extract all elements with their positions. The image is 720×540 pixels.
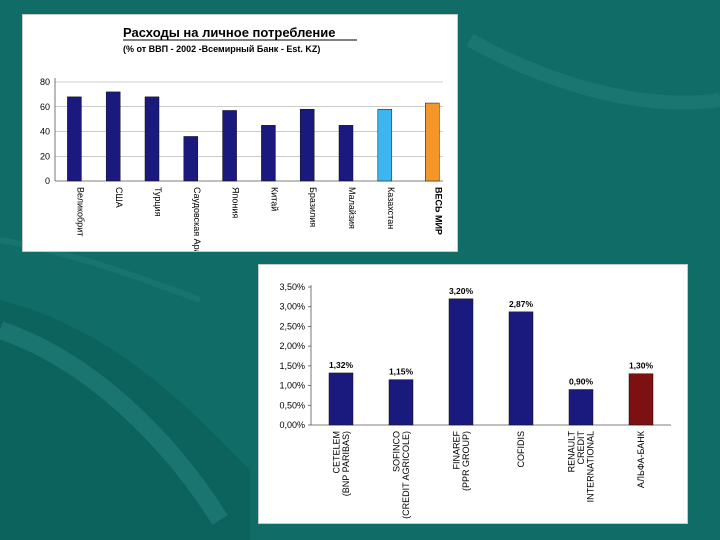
bar bbox=[338, 125, 354, 182]
category-label: RENAULT bbox=[567, 431, 577, 473]
category-labels: CETELEM (BNP PARIBAS) SOFINCO (CREDIT AGRIC… bbox=[331, 430, 646, 519]
category-label: COFIDIS bbox=[516, 431, 526, 468]
category-label: Япония bbox=[231, 187, 241, 218]
bar bbox=[261, 125, 276, 182]
y-axis: 0,00% 0,50% 1,00% 1,50% 2,00% 2,50% 3,00% 3,50% bbox=[279, 282, 671, 430]
bar bbox=[328, 372, 354, 426]
category-label: Казахстан bbox=[386, 187, 396, 229]
category-label: АЛЬФА-БАНК bbox=[636, 430, 646, 488]
y-tick-label: 60 bbox=[40, 102, 50, 112]
bar bbox=[425, 102, 440, 182]
bar bbox=[144, 96, 160, 182]
category-label: США bbox=[114, 187, 124, 208]
bar bbox=[628, 373, 654, 426]
bar bbox=[183, 136, 199, 182]
data-labels: 1,32% 1,15% 3,20% 2,87% 0,90% 1,30% bbox=[329, 286, 654, 387]
chart-title: Расходы на личное потребление bbox=[123, 25, 336, 40]
y-tick-label: 40 bbox=[40, 127, 50, 137]
y-tick-label: 20 bbox=[40, 151, 50, 161]
category-label: SOFINCO bbox=[391, 431, 401, 472]
category-label: ВЕСЬ МИР bbox=[433, 187, 443, 235]
y-tick-label: 0,50% bbox=[279, 400, 305, 410]
category-label: CREDIT bbox=[576, 430, 586, 464]
data-label: 0,90% bbox=[569, 377, 594, 387]
category-label: Малайзия bbox=[347, 187, 357, 229]
y-tick-label: 2,00% bbox=[279, 341, 305, 351]
category-label: CETELEM bbox=[331, 431, 341, 474]
bar bbox=[377, 108, 393, 182]
consumption-chart-panel: Расходы на личное потребление (% от ВВП … bbox=[22, 14, 458, 252]
category-label: Турция bbox=[153, 187, 163, 217]
bar bbox=[105, 91, 121, 182]
category-label: INTERNATIONAL bbox=[586, 431, 596, 502]
category-label: Великобрит bbox=[75, 187, 85, 236]
category-label: (CREDIT AGRICOLE) bbox=[401, 431, 411, 519]
bar bbox=[568, 389, 594, 426]
bar bbox=[388, 379, 414, 426]
bar bbox=[222, 110, 237, 182]
category-labels: Великобрит США Турция Саудовская Аравия Япон… bbox=[75, 187, 443, 251]
bar bbox=[299, 108, 315, 182]
y-tick-label: 3,50% bbox=[279, 282, 305, 292]
y-tick-label: 80 bbox=[40, 77, 50, 87]
y-tick-label: 2,50% bbox=[279, 321, 305, 331]
data-label: 1,32% bbox=[329, 360, 354, 370]
category-label: (PPR GROUP) bbox=[461, 431, 471, 491]
data-label: 1,15% bbox=[389, 367, 414, 377]
chart-subtitle: (% от ВВП - 2002 -Всемирный Банк - Est. … bbox=[123, 44, 320, 54]
bars bbox=[328, 298, 654, 426]
data-label: 1,30% bbox=[629, 361, 654, 371]
category-label: FINAREF bbox=[451, 431, 461, 470]
lenders-chart-panel: 0,00% 0,50% 1,00% 1,50% 2,00% 2,50% 3,00% 3,50%… bbox=[258, 264, 688, 524]
data-label: 2,87% bbox=[509, 299, 534, 309]
lenders-chart: 0,00% 0,50% 1,00% 1,50% 2,00% 2,50% 3,00% 3,50%… bbox=[279, 282, 671, 519]
bar bbox=[508, 311, 534, 426]
y-tick-label: 0,00% bbox=[279, 420, 305, 430]
category-label: (BNP PARIBAS) bbox=[341, 431, 351, 496]
category-label: Саудовская Аравия bbox=[192, 187, 202, 251]
consumption-chart: Расходы на личное потребление (% от ВВП … bbox=[40, 25, 443, 251]
bars bbox=[67, 91, 440, 182]
bar bbox=[67, 96, 82, 182]
y-tick-label: 1,00% bbox=[279, 381, 305, 391]
y-tick-label: 3,00% bbox=[279, 302, 305, 312]
category-label: Бразилия bbox=[308, 187, 318, 227]
y-tick-label: 0 bbox=[45, 176, 50, 186]
data-label: 3,20% bbox=[449, 286, 474, 296]
bar bbox=[448, 298, 474, 426]
y-tick-label: 1,50% bbox=[279, 361, 305, 371]
category-label: Китай bbox=[269, 187, 279, 211]
